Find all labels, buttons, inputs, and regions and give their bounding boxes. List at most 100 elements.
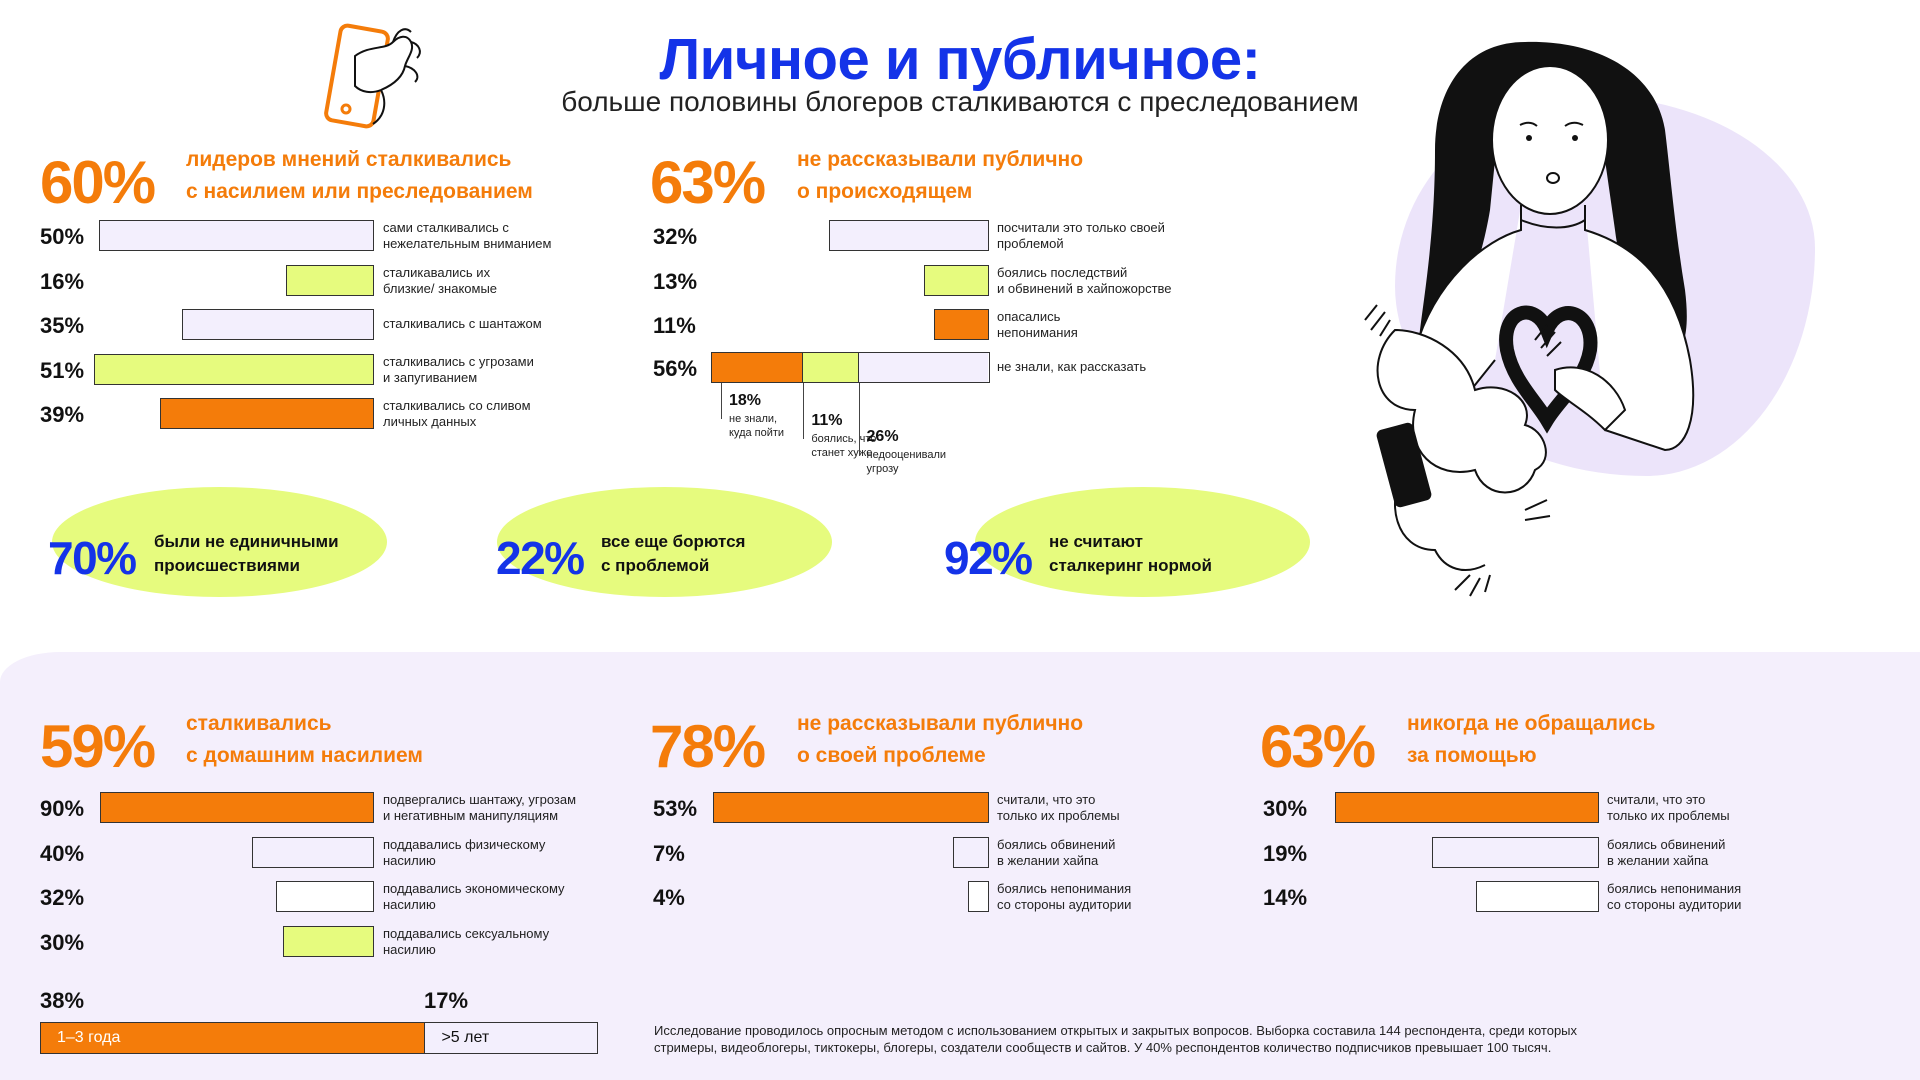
highlight-text: не считают сталкеринг нормой: [1049, 530, 1212, 578]
row-label-line: сами сталкивались с: [383, 220, 509, 235]
data-bar: [924, 264, 989, 296]
stacked-row-label: не знали, как рассказать: [997, 359, 1147, 374]
row-value: 40%: [40, 840, 85, 866]
duration-bar: 1–3 года >5 лет: [40, 1022, 598, 1054]
segment-label-line: не знали,: [729, 413, 778, 425]
row-value: 4%: [653, 885, 685, 910]
row-value: 35%: [40, 313, 85, 338]
footnote-line: Исследование проводилось опросным методо…: [654, 1023, 1578, 1038]
block1-headline-line: лидеров мнений сталкивались: [186, 148, 512, 171]
segment-leader-line: [803, 383, 805, 439]
row-label: считали, что это только их проблемы: [1607, 792, 1837, 824]
highlight-text: были не единичными происшествиями: [154, 530, 339, 578]
row-label-line: опасались: [997, 309, 1061, 324]
row-value: 30%: [1263, 796, 1308, 821]
row-label: поддавались физическому насилию: [383, 837, 613, 869]
row-value: 90%: [40, 796, 85, 821]
row-label: сталикавались их близкие/ знакомые: [383, 265, 613, 297]
segment-label-line: недооценивали: [866, 449, 947, 461]
row-label: поддавались сексуальному насилию: [383, 926, 613, 958]
block2-headline-value: 63%: [650, 149, 766, 216]
data-bar: [713, 792, 989, 823]
row-label-line: в желании хайпа: [1607, 852, 1709, 868]
segment-label: не знали, куда пойти: [729, 412, 784, 440]
row-value: 32%: [653, 224, 698, 249]
segment-label-line: куда пойти: [729, 427, 785, 439]
row-label: сталкивались с угрозами и запугиванием: [383, 354, 613, 386]
footnote: Исследование проводилось опросным методо…: [654, 1022, 1674, 1056]
row-label-line: и негативным манипуляциям: [383, 808, 559, 823]
block3-headline-line: с домашним насилием: [186, 744, 423, 767]
row-value: 13%: [653, 268, 698, 294]
row-label: поддавались экономическому насилию: [383, 881, 613, 913]
block4-headline-line: о своей проблеме: [797, 744, 986, 767]
row-label-line: личных данных: [383, 414, 477, 429]
row-value: 14%: [1263, 885, 1308, 910]
row-value: 7%: [653, 840, 685, 866]
row-label: подвергались шантажу, угрозам и негативны…: [383, 792, 613, 824]
highlight-text-line: сталкеринг нормой: [1049, 556, 1212, 575]
highlight-text-line: были не единичными: [154, 532, 339, 551]
block3-headline-value: 59%: [40, 713, 156, 780]
data-bar: [934, 309, 989, 340]
row-label-line: поддавались физическому: [383, 836, 546, 852]
segment-leader-line: [721, 383, 722, 419]
row-label-line: нежелательным вниманием: [383, 236, 552, 251]
row-value: 53%: [653, 796, 698, 821]
row-label-line: непонимания: [997, 325, 1078, 340]
duration-segment: >5 лет: [424, 1023, 596, 1053]
data-bar: [181, 309, 374, 340]
highlight-text: все еще борются с проблемой: [601, 530, 745, 578]
row-label: боялись обвинений в желании хайпа: [997, 837, 1227, 869]
data-bar: [1431, 836, 1599, 868]
block2-headline-line: не рассказывали публично: [797, 148, 1084, 171]
data-bar: [286, 264, 374, 296]
row-label-line: сталкивались с шантажом: [383, 316, 542, 331]
highlight-text-line: происшествиями: [154, 556, 300, 575]
row-value: 32%: [40, 885, 85, 910]
row-label-line: близкие/ знакомые: [383, 280, 498, 296]
row-label-line: сталикавались их: [383, 264, 491, 280]
block1-headline-value: 60%: [40, 149, 156, 216]
block4-headline-text: не рассказывали публично о своей проблем…: [797, 708, 1083, 772]
data-bar: [159, 398, 374, 429]
row-label: боялись последствий и обвинений в хайпожо…: [997, 265, 1227, 297]
row-label: боялись непонимания со стороны аудитории: [997, 881, 1227, 913]
row-label-line: боялись обвинений: [1607, 836, 1726, 852]
row-label-line: сталкивались со сливом: [383, 398, 531, 413]
block5-headline-line: за помощью: [1407, 744, 1537, 767]
block1-headline-text: лидеров мнений сталкивались с насилием и…: [186, 144, 533, 208]
row-label-line: боялись непонимания: [1607, 881, 1742, 896]
segment-leader-line: [858, 383, 860, 455]
data-bar: [968, 881, 989, 912]
segment-value: 26%: [866, 428, 899, 445]
highlight-value: 22%: [496, 532, 585, 584]
data-bar: [99, 220, 374, 251]
row-label-line: подвергались шантажу, угрозам: [383, 792, 577, 807]
row-label-line: только их проблемы: [1607, 808, 1730, 823]
data-bar: [1475, 881, 1599, 912]
data-bar: [276, 881, 374, 912]
segment-label-line: боялись, что: [811, 433, 877, 445]
row-label: боялись обвинений в желании хайпа: [1607, 837, 1837, 869]
block5-headline-line: никогда не обращались: [1407, 712, 1656, 735]
row-label-line: считали, что это: [1607, 792, 1706, 807]
row-label: боялись непонимания со стороны аудитории: [1607, 881, 1837, 913]
row-label-line: поддавались сексуальному: [383, 925, 550, 941]
row-value: 30%: [40, 929, 85, 955]
row-label-line: и запугиванием: [383, 369, 478, 385]
highlight-ellipse: [52, 487, 387, 597]
row-label-line: боялись обвинений: [997, 836, 1116, 852]
row-label-line: посчитали это только своей: [997, 220, 1165, 235]
page-title: Личное и публичное:: [659, 27, 1261, 92]
data-bar: [99, 792, 374, 823]
block5-headline-value: 63%: [1260, 713, 1376, 780]
segment-label: недооценивали угрозу: [867, 448, 947, 476]
phone-in-hand-icon: [324, 23, 421, 129]
data-bar: [952, 836, 989, 868]
stacked-segment: [712, 353, 803, 382]
block4-headline-line: не рассказывали публично: [797, 712, 1084, 735]
highlight-text-line: все еще борются: [601, 532, 746, 551]
highlight-text-line: не считают: [1049, 532, 1143, 551]
data-bar: [252, 836, 374, 868]
